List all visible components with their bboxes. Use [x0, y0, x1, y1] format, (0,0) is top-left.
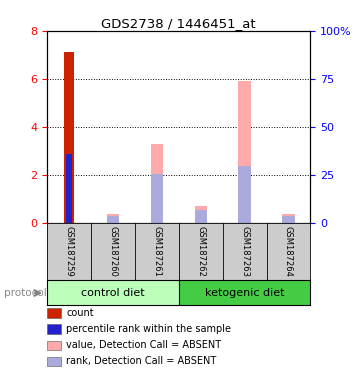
Bar: [238, 166, 251, 223]
Bar: [238, 81, 251, 223]
Text: percentile rank within the sample: percentile rank within the sample: [66, 324, 231, 334]
Text: GSM187262: GSM187262: [196, 226, 205, 277]
Text: GSM187260: GSM187260: [108, 226, 117, 277]
Bar: [195, 206, 207, 223]
Text: value, Detection Call = ABSENT: value, Detection Call = ABSENT: [66, 340, 221, 350]
Bar: [151, 144, 163, 223]
Text: control diet: control diet: [81, 288, 145, 298]
Bar: [179, 280, 310, 305]
Bar: [106, 216, 119, 223]
Bar: [282, 216, 295, 223]
Bar: [195, 210, 207, 223]
Text: protocol: protocol: [4, 288, 46, 298]
Text: count: count: [66, 308, 94, 318]
Bar: [106, 214, 119, 223]
Bar: [47, 280, 179, 305]
Text: GSM187264: GSM187264: [284, 226, 293, 277]
Bar: [66, 154, 71, 223]
Title: GDS2738 / 1446451_at: GDS2738 / 1446451_at: [101, 17, 256, 30]
Text: rank, Detection Call = ABSENT: rank, Detection Call = ABSENT: [66, 356, 216, 366]
Bar: [64, 52, 74, 223]
Text: GSM187259: GSM187259: [64, 226, 73, 277]
Text: ketogenic diet: ketogenic diet: [205, 288, 284, 298]
Bar: [151, 174, 163, 223]
Text: GSM187261: GSM187261: [152, 226, 161, 277]
Text: GSM187263: GSM187263: [240, 226, 249, 277]
Bar: [282, 214, 295, 223]
